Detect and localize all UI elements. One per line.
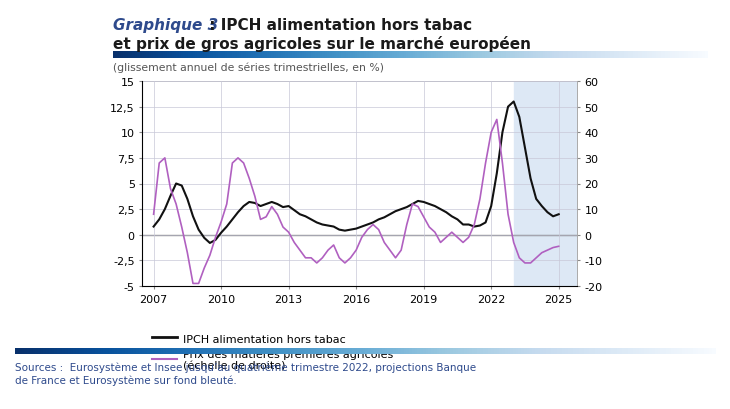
Bar — [514, 82, 577, 286]
Legend: IPCH alimentation hors tabac, Prix des matières premières agricoles
(échelle de : IPCH alimentation hors tabac, Prix des m… — [148, 329, 398, 375]
Text: et prix de gros agricoles sur le marché européen: et prix de gros agricoles sur le marché … — [113, 36, 531, 52]
Text: : IPCH alimentation hors tabac: : IPCH alimentation hors tabac — [204, 18, 472, 34]
Text: Sources :  Eurosystème et Insee jusqu’au quatrième trimestre 2022, projections B: Sources : Eurosystème et Insee jusqu’au … — [15, 362, 476, 384]
Text: (glissement annuel de séries trimestrielles, en %): (glissement annuel de séries trimestriel… — [113, 62, 384, 73]
Text: Graphique 3: Graphique 3 — [113, 18, 218, 34]
